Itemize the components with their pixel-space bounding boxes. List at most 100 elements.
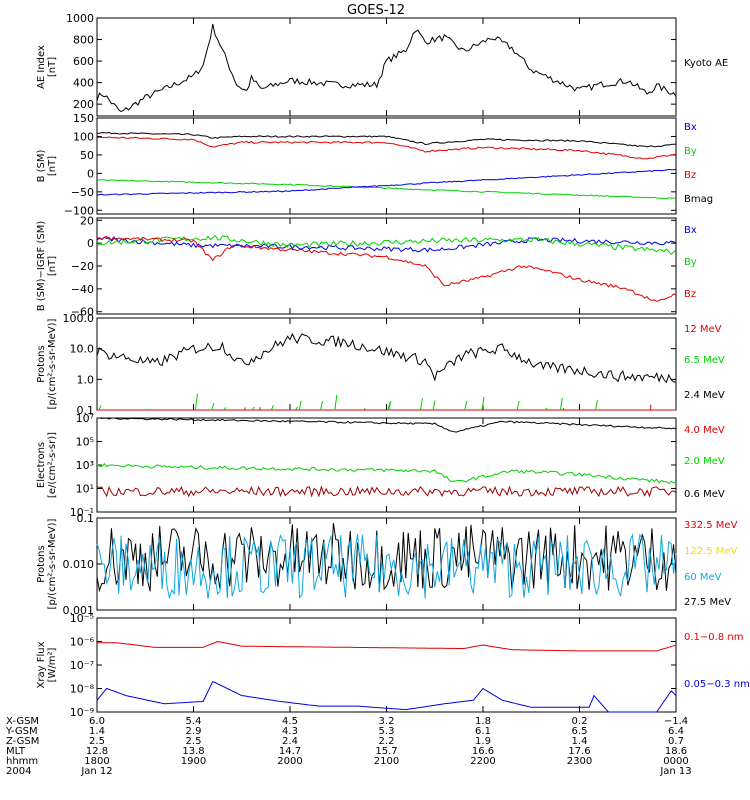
y-axis-title: AE Index bbox=[36, 45, 47, 89]
spike bbox=[211, 402, 215, 411]
series-p65-spikes bbox=[98, 393, 652, 411]
series-bmag bbox=[96, 131, 677, 148]
spike bbox=[334, 394, 338, 411]
y-tick-label: 1000 bbox=[66, 12, 94, 25]
ephemeris-value: 1.8 bbox=[475, 716, 491, 727]
legend-label: 2.4 MeV bbox=[684, 390, 725, 401]
y-tick-label: 10¹ bbox=[76, 483, 94, 496]
ephemeris-value: 1900 bbox=[181, 756, 206, 767]
legend-label: 6.5 MeV bbox=[684, 355, 725, 366]
ephemeris-value: 2.4 bbox=[282, 736, 298, 747]
ephemeris-row-label: Z-GSM bbox=[6, 736, 39, 747]
ephemeris-value: 17.6 bbox=[568, 746, 590, 757]
series-dby bbox=[96, 234, 677, 256]
legend-label: Bz bbox=[684, 289, 696, 300]
y-tick-label: 20 bbox=[80, 214, 94, 227]
y-axis-title: [e/(cm²-s-sr)] bbox=[47, 432, 58, 498]
y-axis-title: [nT] bbox=[47, 256, 58, 276]
spike bbox=[516, 400, 520, 411]
y-tick-label: −40 bbox=[71, 283, 94, 296]
y-axis-title: Protons bbox=[36, 345, 47, 382]
ephemeris-value: 6.5 bbox=[572, 726, 588, 737]
legend-label: 122.5 MeV bbox=[684, 546, 738, 557]
y-axis-title: B (SM) bbox=[36, 149, 47, 182]
y-tick-label: 0.010 bbox=[63, 558, 95, 571]
y-axis-title: [nT] bbox=[47, 57, 58, 77]
y-tick-label: −60 bbox=[71, 306, 94, 319]
y-tick-label: 0.001 bbox=[63, 604, 95, 617]
series-ae bbox=[96, 23, 677, 113]
panel-6: 0.001 0.010 0.1 Protons [p/(cm²-s-sr-MeV)] 33… bbox=[36, 512, 738, 617]
y-axis-title: B (SM)−IGRF (SM) bbox=[36, 221, 47, 312]
ephemeris-value: 15.7 bbox=[375, 746, 397, 757]
legend-label: 332.5 MeV bbox=[684, 520, 738, 531]
series-h60 bbox=[96, 533, 677, 599]
panel-frame bbox=[96, 317, 677, 411]
ephemeris-value: 0000 bbox=[663, 756, 688, 767]
ephemeris-row-label: 2004 bbox=[6, 766, 31, 777]
y-axis-title: [p/(cm²-s-sr-MeV)] bbox=[47, 518, 58, 609]
spike bbox=[544, 407, 548, 411]
y-tick-label: 200 bbox=[73, 98, 94, 111]
spike bbox=[251, 406, 255, 411]
spike bbox=[223, 407, 227, 411]
y-tick-label: 0 bbox=[87, 237, 94, 250]
y-tick-label: 10⁵ bbox=[76, 436, 94, 449]
spike bbox=[419, 398, 423, 411]
legend-label: 0.1−0.8 nm bbox=[684, 632, 743, 643]
spike bbox=[432, 400, 436, 411]
ephemeris-row-label: Y-GSM bbox=[5, 726, 38, 737]
legend-label: 4.0 MeV bbox=[684, 425, 725, 436]
ephemeris-value: 2100 bbox=[374, 756, 399, 767]
panel-5: 10⁷ 10⁵ 10³ 10¹ 10⁻¹ Electrons [e/(cm²-s-sr)] 4… bbox=[36, 412, 725, 519]
panel-2: 150 100 50 0 −50 −100 B (SM) [nT] Bx By Bz Bmag bbox=[36, 112, 713, 217]
y-tick-label: 600 bbox=[73, 55, 94, 68]
y-tick-label: 50 bbox=[80, 149, 94, 162]
y-tick-label: 10⁻⁶ bbox=[70, 636, 95, 649]
legend-label: Bmag bbox=[684, 194, 713, 205]
ephemeris-value: 6.0 bbox=[89, 716, 105, 727]
y-tick-label: 10⁻⁵ bbox=[70, 612, 94, 625]
ephemeris-value: 2.5 bbox=[186, 736, 202, 747]
ephemeris-value: 2200 bbox=[470, 756, 495, 767]
legend-label: By bbox=[684, 146, 697, 157]
y-axis-title: Electrons bbox=[36, 442, 47, 488]
series-xl bbox=[97, 640, 677, 652]
y-tick-label: −20 bbox=[71, 260, 94, 273]
series-dbx bbox=[96, 236, 677, 253]
panel-4: 100.0 10.0 1.0 0.1 Protons [p/(cm²-s-sr-MeV)]… bbox=[36, 312, 725, 417]
series-e06 bbox=[97, 417, 677, 433]
legend-label: 27.5 MeV bbox=[684, 597, 731, 608]
y-tick-label: 10³ bbox=[76, 459, 94, 472]
series-xs bbox=[96, 680, 677, 713]
spike bbox=[98, 405, 102, 411]
ephemeris-value: 13.8 bbox=[182, 746, 204, 757]
legend-label: Bz bbox=[684, 170, 696, 181]
ephemeris-value: Jan 12 bbox=[80, 766, 112, 777]
legend-label: 0.05−0.3 nm bbox=[684, 679, 750, 690]
legend-label: Bx bbox=[684, 122, 697, 133]
series-bx bbox=[96, 168, 677, 196]
ephemeris-value: 14.7 bbox=[279, 746, 301, 757]
spike bbox=[146, 408, 149, 411]
ephemeris-value: 5.4 bbox=[186, 716, 202, 727]
ephemeris-value: 5.3 bbox=[379, 726, 395, 737]
ephemeris-row-label: MLT bbox=[6, 746, 26, 757]
ephemeris-value: 2300 bbox=[567, 756, 592, 767]
ephemeris-value: 2.9 bbox=[186, 726, 202, 737]
panel-7: 10⁻⁵ 10⁻⁶ 10⁻⁷ 10⁻⁸ 10⁻⁹ Xray Flux [W/m²] 0.1−0… bbox=[36, 612, 750, 719]
legend-label: Bx bbox=[684, 225, 697, 236]
y-tick-label: 10⁻⁹ bbox=[70, 706, 94, 719]
y-axis-title: Xray Flux bbox=[36, 641, 47, 688]
y-tick-label: 0.1 bbox=[77, 404, 95, 417]
ephemeris-value: 6.4 bbox=[668, 726, 684, 737]
panel-frame bbox=[96, 17, 677, 117]
panel-frame bbox=[96, 217, 677, 315]
spike bbox=[595, 399, 599, 411]
ephemeris-value: 16.6 bbox=[472, 746, 494, 757]
legend-label: 2.0 MeV bbox=[684, 456, 725, 467]
y-tick-label: 100 bbox=[73, 130, 94, 143]
y-tick-label: 100.0 bbox=[63, 312, 95, 325]
y-tick-label: 0 bbox=[87, 167, 94, 180]
